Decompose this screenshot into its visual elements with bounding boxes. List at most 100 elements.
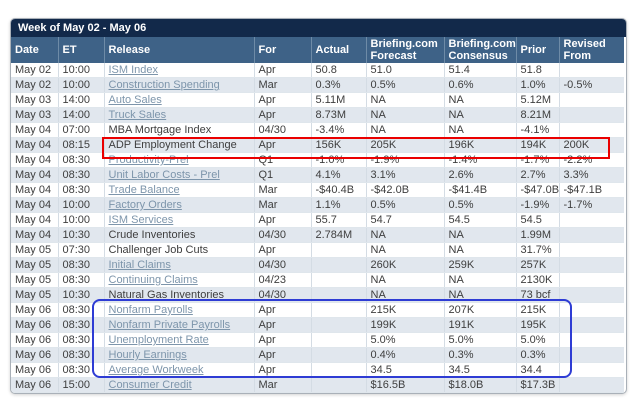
- cell-prior: 5.12M: [515, 92, 559, 108]
- cell-revised: [558, 227, 624, 243]
- cell-for: 04/23: [253, 272, 311, 288]
- release-link[interactable]: ISM Index: [108, 64, 159, 76]
- release-link: Natural Gas Inventories: [108, 289, 225, 301]
- cell-actual: 1.1%: [310, 197, 366, 213]
- release-link[interactable]: Unit Labor Costs - Prel: [108, 169, 220, 181]
- table-row: May 04 10:30 Crude Inventories 04/30 2.7…: [11, 227, 624, 243]
- table-row: May 04 08:15 ADP Employment Change Apr 1…: [11, 137, 624, 153]
- cell-for: Apr: [253, 137, 311, 153]
- cell-consensus: 196K: [443, 137, 516, 153]
- cell-date: May 03: [11, 107, 58, 123]
- cell-for: Apr: [253, 362, 311, 378]
- table-row: May 04 08:30 Unit Labor Costs - Prel Q1 …: [11, 167, 624, 183]
- cell-consensus: $18.0B: [443, 377, 516, 393]
- cell-et: 08:30: [57, 362, 104, 378]
- cell-for: Apr: [253, 212, 311, 228]
- table-row: May 04 07:00 MBA Mortgage Index 04/30 -3…: [11, 122, 624, 138]
- cell-actual: [310, 287, 366, 303]
- cell-forecast: NA: [365, 242, 444, 258]
- release-link[interactable]: Continuing Claims: [108, 274, 198, 286]
- cell-release: ISM Index: [103, 63, 254, 78]
- cell-revised: [558, 347, 624, 363]
- cell-et: 08:30: [57, 317, 104, 333]
- cell-release: Challenger Job Cuts: [103, 242, 254, 258]
- cell-prior: 31.7%: [515, 242, 559, 258]
- cell-revised: [558, 257, 624, 273]
- cell-forecast: NA: [365, 227, 444, 243]
- cell-revised: [558, 332, 624, 348]
- col-header-forecast: Briefing.com Forecast: [365, 37, 444, 63]
- cell-consensus: 54.5: [443, 212, 516, 228]
- cell-consensus: -$41.4B: [443, 182, 516, 198]
- cell-forecast: 199K: [365, 317, 444, 333]
- cell-revised: 200K: [558, 137, 624, 153]
- cell-date: May 04: [11, 122, 58, 138]
- table-row: May 06 15:00 Consumer Credit Mar $16.5B …: [11, 377, 624, 393]
- cell-et: 08:15: [57, 137, 104, 153]
- cell-for: Apr: [253, 317, 311, 333]
- col-header-date: Date: [11, 37, 58, 63]
- release-link[interactable]: ISM Services: [108, 214, 174, 226]
- cell-prior: -1.7%: [515, 152, 559, 168]
- release-link[interactable]: Initial Claims: [108, 259, 171, 271]
- cell-et: 10:30: [57, 287, 104, 303]
- cell-for: 04/30: [253, 227, 311, 243]
- cell-et: 10:00: [57, 63, 104, 78]
- release-link: Crude Inventories: [108, 229, 196, 241]
- table-row: May 04 10:00 ISM Services Apr 55.7 54.7 …: [11, 212, 624, 228]
- cell-et: 10:00: [57, 197, 104, 213]
- table-row: May 06 08:30 Hourly Earnings Apr 0.4% 0.…: [11, 347, 624, 363]
- cell-date: May 02: [11, 63, 58, 78]
- release-link[interactable]: Average Workweek: [108, 364, 204, 376]
- cell-date: May 06: [11, 302, 58, 318]
- cell-et: 14:00: [57, 92, 104, 108]
- release-link[interactable]: Nonfarm Private Payrolls: [108, 319, 231, 331]
- cell-for: Mar: [253, 182, 311, 198]
- cell-et: 08:30: [57, 167, 104, 183]
- cell-consensus: NA: [443, 272, 516, 288]
- cell-for: Mar: [253, 197, 311, 213]
- release-link[interactable]: Unemployment Rate: [108, 334, 209, 346]
- cell-prior: -4.1%: [515, 122, 559, 138]
- cell-actual: [310, 362, 366, 378]
- release-link[interactable]: Truck Sales: [108, 109, 167, 121]
- release-link[interactable]: Trade Balance: [108, 184, 180, 196]
- cell-for: 04/30: [253, 122, 311, 138]
- cell-forecast: 5.0%: [365, 332, 444, 348]
- cell-revised: [558, 212, 624, 228]
- cell-date: May 04: [11, 137, 58, 153]
- cell-forecast: 51.0: [365, 63, 444, 78]
- cell-actual: 8.73M: [310, 107, 366, 123]
- release-link[interactable]: Construction Spending: [108, 79, 220, 91]
- cell-for: Q1: [253, 152, 311, 168]
- release-link[interactable]: Nonfarm Payrolls: [108, 304, 193, 316]
- table-row: May 02 10:00 ISM Index Apr 50.8 51.0 51.…: [11, 63, 624, 78]
- col-header-actual: Actual: [310, 37, 366, 63]
- cell-for: Mar: [253, 77, 311, 93]
- release-link[interactable]: Productivity-Prel: [108, 154, 189, 166]
- cell-prior: 257K: [515, 257, 559, 273]
- cell-forecast: NA: [365, 287, 444, 303]
- table-row: May 04 10:00 Factory Orders Mar 1.1% 0.5…: [11, 197, 624, 213]
- cell-for: Apr: [253, 92, 311, 108]
- cell-release: Productivity-Prel: [103, 152, 254, 168]
- release-link: ADP Employment Change: [108, 139, 237, 151]
- cell-release: Nonfarm Payrolls: [103, 302, 254, 318]
- cell-release: Nonfarm Private Payrolls: [103, 317, 254, 333]
- cell-date: May 06: [11, 332, 58, 348]
- week-title: Week of May 02 - May 06: [11, 19, 626, 37]
- cell-prior: 54.5: [515, 212, 559, 228]
- release-link[interactable]: Factory Orders: [108, 199, 182, 211]
- cell-date: May 04: [11, 152, 58, 168]
- table-header: Date ET Release For Actual Briefing.com …: [11, 37, 624, 63]
- release-link[interactable]: Hourly Earnings: [108, 349, 187, 361]
- cell-prior: -$47.0B: [515, 182, 559, 198]
- release-link[interactable]: Auto Sales: [108, 94, 162, 106]
- cell-forecast: NA: [365, 272, 444, 288]
- cell-prior: 73 bcf: [515, 287, 559, 303]
- cell-forecast: 0.4%: [365, 347, 444, 363]
- release-link[interactable]: Consumer Credit: [108, 379, 192, 391]
- cell-forecast: 0.5%: [365, 197, 444, 213]
- cell-revised: [558, 107, 624, 123]
- cell-actual: -1.0%: [310, 152, 366, 168]
